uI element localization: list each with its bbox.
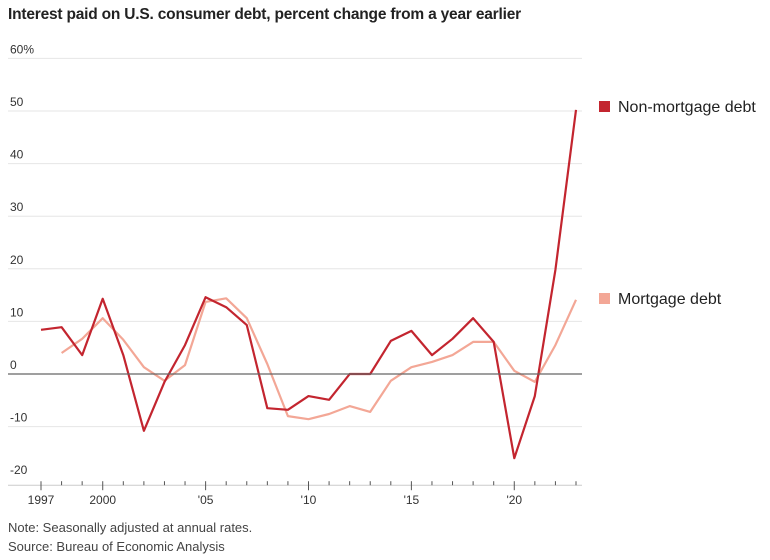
x-tick-label: 1997 (28, 493, 55, 507)
x-tick-label: '05 (198, 493, 214, 507)
y-tick-label: 20 (10, 253, 24, 267)
y-tick-label: 0 (10, 358, 17, 372)
legend-swatch (599, 293, 610, 304)
y-tick-label: 10 (10, 305, 24, 319)
x-tick-label: '15 (404, 493, 420, 507)
legend-label: Non-mortgage debt (618, 99, 756, 116)
y-tick-label: 30 (10, 200, 24, 214)
series-line-non-mortgage (40, 109, 578, 460)
x-tick-label: '10 (301, 493, 317, 507)
note-text: Note: Seasonally adjusted at annual rate… (8, 520, 253, 535)
source-text: Source: Bureau of Economic Analysis (8, 539, 225, 554)
y-tick-label: -10 (10, 411, 28, 425)
chart-notes: Note: Seasonally adjusted at annual rate… (8, 518, 252, 556)
y-tick-label: -20 (10, 463, 28, 477)
y-tick-label: 60% (10, 42, 34, 56)
chart-title: Interest paid on U.S. consumer debt, per… (8, 6, 521, 23)
y-tick-label: 40 (10, 148, 24, 162)
y-tick-label: 50 (10, 95, 24, 109)
x-tick-label: 2000 (89, 493, 116, 507)
x-tick-label: '20 (506, 493, 522, 507)
legend-label: Mortgage debt (618, 291, 722, 308)
legend-swatch (599, 101, 610, 112)
series-line-mortgage (60, 297, 578, 421)
